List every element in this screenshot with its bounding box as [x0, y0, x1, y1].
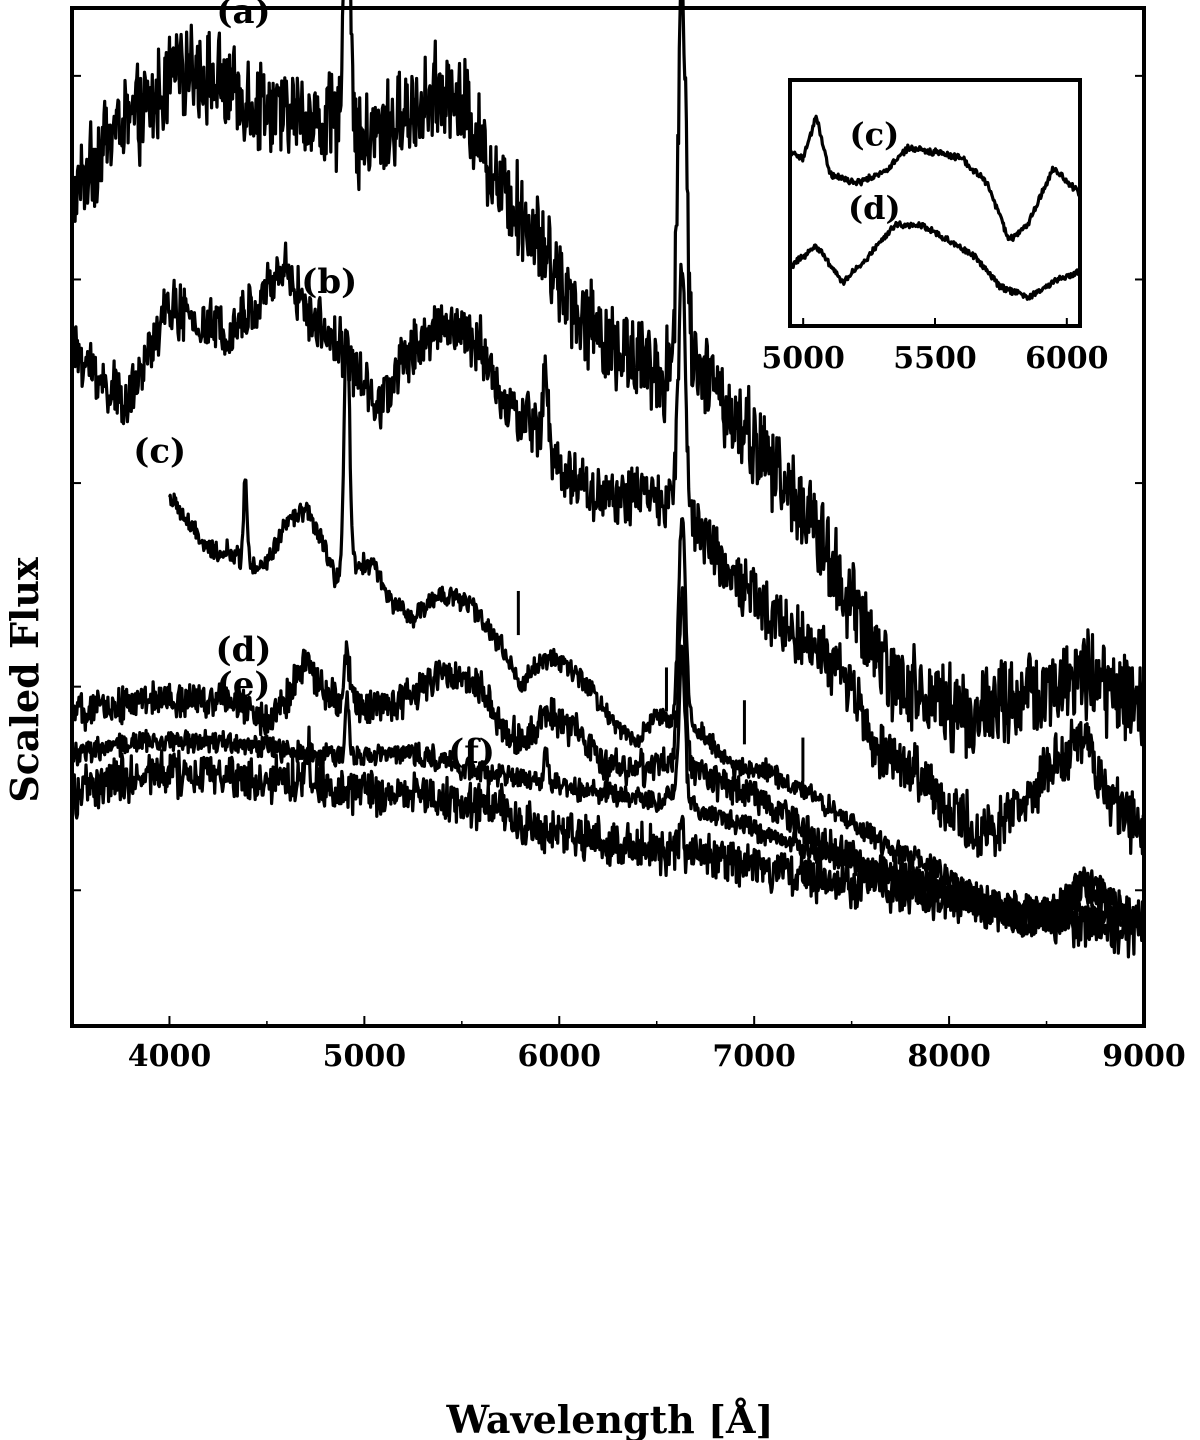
x-tick-label-4: 8000: [907, 1039, 991, 1074]
y-axis-ticks: [72, 74, 1144, 892]
feature-markers: [516, 590, 805, 782]
spectrum-series-1: [70, 241, 1146, 858]
y-axis-title: Scaled Flux: [2, 557, 47, 803]
inset-spectrum-series-1: [788, 220, 1082, 301]
spectrum-series-5: [70, 725, 1146, 959]
spectrum-labels: (a) (b) (c) (d)(e) (f): [133, 0, 495, 772]
inset-spectrum-lines: [788, 114, 1082, 301]
x-axis-ticks: 4000 5000 6000 7000 8000 9000: [71, 1016, 1186, 1074]
inset-background: [790, 80, 1080, 326]
x-tick-label-5: 9000: [1102, 1039, 1186, 1074]
spectrum-label-1: (b): [301, 262, 357, 302]
x-axis-title: Wavelength [Å]: [446, 1397, 774, 1440]
inset-x-tick-label-1: 5500: [893, 341, 977, 376]
spectrum-label-2: (c): [133, 432, 186, 472]
inset-spectrum-labels: (c) (d): [848, 115, 901, 227]
x-tick-label-3: 7000: [712, 1039, 796, 1074]
inset-spectrum-label-0: (c): [849, 115, 899, 153]
inset-x-tick-label-0: 5000: [761, 341, 845, 376]
spectrum-lines: [70, 0, 1146, 959]
spectrum-label-0: (a): [216, 0, 270, 32]
spectrum-label-5: (f): [448, 732, 495, 772]
plot-frame: [70, 6, 1146, 1028]
inset-plot: (c) (d) 5000 5500 6000: [761, 78, 1109, 376]
spectrum-series-4: [70, 644, 1146, 931]
x-tick-label-2: 6000: [518, 1039, 602, 1074]
spectrum-label-3: (d): [216, 630, 272, 670]
inset-spectrum-series-0: [788, 114, 1081, 242]
inset-x-axis-ticks: 5000 5500 6000: [761, 318, 1109, 376]
spectrum-series-0: [70, 0, 1146, 759]
x-tick-label-1: 5000: [323, 1039, 407, 1074]
x-tick-label-0: 4000: [128, 1039, 212, 1074]
inset-x-tick-label-2: 6000: [1025, 341, 1109, 376]
inset-spectrum-label-1: (d): [848, 189, 901, 227]
spectrum-label-4: (e): [217, 665, 271, 705]
